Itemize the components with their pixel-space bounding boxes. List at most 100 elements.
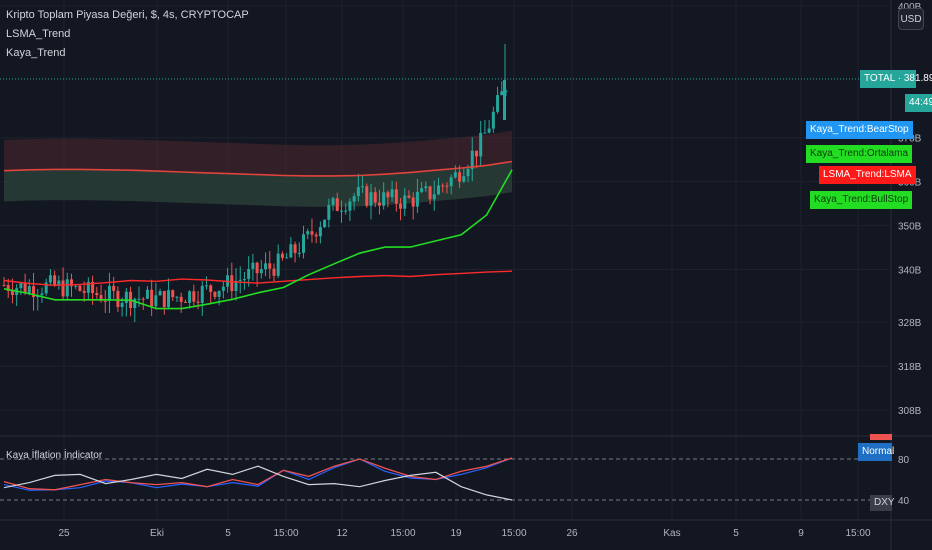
candle-body [137, 298, 141, 300]
x-tick-label-0: 25 [58, 528, 70, 539]
candle-body [19, 283, 23, 289]
candle-body [167, 290, 171, 308]
candle-body [150, 289, 154, 307]
lsma-line [3, 270, 513, 287]
candle-body [116, 290, 120, 307]
ortalama-line [3, 160, 513, 177]
candle-body [141, 298, 145, 300]
x-tick-label-5: 15:00 [390, 528, 415, 539]
candle-body [306, 231, 310, 235]
candle-body [453, 172, 457, 178]
candle-body [188, 291, 192, 303]
candle-body [424, 186, 428, 189]
candle-body [503, 80, 506, 120]
candle-body [470, 150, 474, 169]
indicator-lines [0, 78, 860, 310]
candle-body [335, 198, 339, 211]
candle-body [369, 192, 373, 206]
candle-body [74, 285, 78, 287]
candle-body [255, 262, 259, 274]
candle-body [6, 285, 10, 291]
candle-body [314, 234, 318, 237]
osc-tick-label-1: 40 [898, 496, 910, 507]
osc-tick-label-0: 80 [898, 455, 910, 466]
bullstop-line [3, 169, 513, 310]
candle-body [251, 262, 255, 270]
candle-body [40, 293, 44, 296]
candle-body [200, 285, 204, 303]
candle-body [500, 91, 504, 96]
candle-body [234, 280, 238, 292]
candle-body [162, 291, 166, 308]
candle-body [192, 291, 196, 302]
candle-body [373, 192, 377, 203]
candle-body [276, 253, 280, 276]
candle-body [95, 293, 99, 296]
candle-body [496, 95, 500, 112]
candle-body [310, 231, 314, 235]
oscillator-pane [0, 434, 892, 501]
candle-body [285, 257, 289, 259]
candle-body [487, 128, 491, 133]
bullstop-tag: Kaya_Trend:BullStop [810, 191, 913, 209]
candle-body [268, 263, 272, 269]
candle-body [458, 172, 462, 182]
candle-body [428, 186, 432, 200]
y-tick-label-4: 340B [898, 265, 922, 276]
indicator-title[interactable]: Kaya İflation İndicator [6, 450, 103, 461]
candle-body [365, 186, 369, 206]
candle-body [331, 198, 335, 206]
lsma-tag: LSMA_Trend:LSMA [819, 166, 916, 184]
candle-body [344, 210, 348, 212]
osc-red-marker [870, 434, 892, 440]
candle-body [432, 194, 436, 200]
candle-body [403, 195, 407, 209]
candle-body [352, 196, 356, 202]
candle-body [196, 301, 200, 303]
candle-body [466, 168, 470, 177]
x-tick-label-3: 15:00 [273, 528, 298, 539]
total-price-tag: TOTAL · 381.893B [860, 70, 932, 88]
x-tick-label-12: 15:00 [845, 528, 870, 539]
candle-body [377, 202, 381, 206]
candle-body [175, 296, 179, 298]
candle-body [280, 253, 284, 258]
time-axis[interactable]: 25 Eki 5 15:00 12 15:00 19 15:00 26 Kas 5 9 15:00 [58, 528, 871, 539]
candle-body [247, 269, 251, 280]
candle-body [407, 195, 411, 198]
candle-body [259, 269, 263, 274]
candle-body [420, 188, 424, 192]
currency-button[interactable]: USD [898, 8, 924, 30]
candle-body [272, 268, 276, 276]
candle-body [462, 176, 466, 182]
candle-body [107, 285, 111, 301]
candle-body [179, 296, 183, 302]
bearstop-tag: Kaya_Trend:BearStop [806, 121, 913, 139]
candle-body [449, 177, 453, 187]
x-tick-label-10: 5 [733, 528, 739, 539]
candle-body [264, 263, 268, 270]
y-tick-label-7: 308B [898, 406, 922, 417]
candle-body [293, 244, 297, 254]
candle-body [213, 291, 217, 297]
candle-body [382, 192, 386, 206]
candle-body [221, 286, 225, 291]
candle-body [53, 275, 57, 285]
candle-body [204, 285, 208, 287]
x-tick-label-7: 15:00 [501, 528, 526, 539]
candle-body [48, 275, 52, 283]
ortalama-tag: Kaya_Trend:Ortalama [806, 145, 913, 163]
candle-body [82, 290, 86, 293]
candle-body [302, 234, 306, 253]
candle-body [133, 298, 137, 309]
candle-body [65, 279, 69, 297]
candle-body [124, 291, 128, 304]
y-tick-label-3: 350B [898, 222, 922, 233]
y-tick-label-0: 400B [898, 2, 922, 13]
candle-body [339, 210, 343, 212]
candle-body [112, 285, 116, 291]
candle-body [445, 185, 449, 187]
candle-body [230, 275, 234, 292]
x-tick-label-9: Kas [663, 528, 680, 539]
